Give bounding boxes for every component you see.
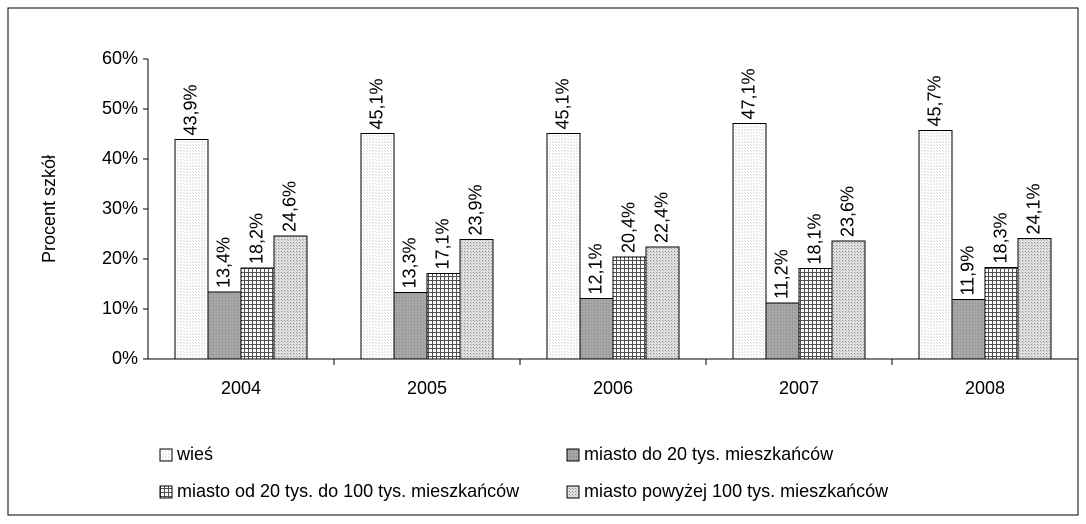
bar [765,302,800,360]
data-label: 24,6% [279,181,299,232]
data-label: 23,6% [837,186,857,237]
bar [426,273,461,360]
data-label: 13,3% [399,237,419,288]
data-label: 23,9% [465,184,485,235]
data-label: 11,9% [957,246,977,296]
legend-label: miasto od 20 tys. do 100 tys. mieszkańcó… [177,481,520,501]
y-tick-label: 30% [102,198,138,218]
bar [273,235,308,360]
bar [360,133,395,360]
bar [918,130,953,360]
legend-swatch [566,485,580,499]
y-tick-label: 0% [112,348,138,368]
data-label: 17,1% [432,218,452,269]
legend-swatch [159,448,173,462]
bar [459,239,494,360]
data-label: 20,4% [618,202,638,253]
bar [393,292,428,360]
bar [579,298,614,360]
bar [732,123,767,360]
data-label: 18,2% [246,213,266,264]
bar [831,240,866,360]
bar [798,268,833,360]
bar [174,139,209,360]
x-tick-label: 2008 [965,378,1005,398]
y-tick-label: 50% [102,98,138,118]
y-tick-label: 10% [102,298,138,318]
x-tick-label: 2005 [407,378,447,398]
data-label: 43,9% [180,84,200,135]
y-tick-label: 40% [102,148,138,168]
bar [984,267,1019,360]
legend-label: miasto do 20 tys. mieszkańców [584,444,834,464]
data-label: 45,1% [366,78,386,129]
bar [951,299,986,360]
y-tick-label: 60% [102,48,138,68]
bar [207,291,242,360]
legend-label: miasto powyżej 100 tys. mieszkańców [584,481,889,501]
data-label: 18,1% [804,213,824,264]
legend-label: wieś [176,444,213,464]
bar [1017,238,1052,360]
data-label: 12,1% [585,243,605,294]
y-tick-label: 20% [102,248,138,268]
bar [546,133,581,360]
bar [612,256,647,360]
legend-swatch [566,448,580,462]
bar [240,267,275,360]
data-label: 24,1% [1023,183,1043,234]
data-label: 11,2% [771,249,791,299]
x-tick-label: 2007 [779,378,819,398]
x-tick-label: 2004 [221,378,261,398]
data-label: 45,7% [924,75,944,126]
legend-swatch [159,485,173,499]
data-label: 13,4% [213,237,233,288]
chart-border [7,7,1079,516]
data-label: 22,4% [651,192,671,243]
data-label: 47,1% [738,68,758,119]
bar [645,246,680,360]
x-tick-label: 2006 [593,378,633,398]
y-axis-title: Procent szkół [39,155,59,263]
data-label: 45,1% [552,78,572,129]
data-label: 18,3% [990,212,1010,263]
